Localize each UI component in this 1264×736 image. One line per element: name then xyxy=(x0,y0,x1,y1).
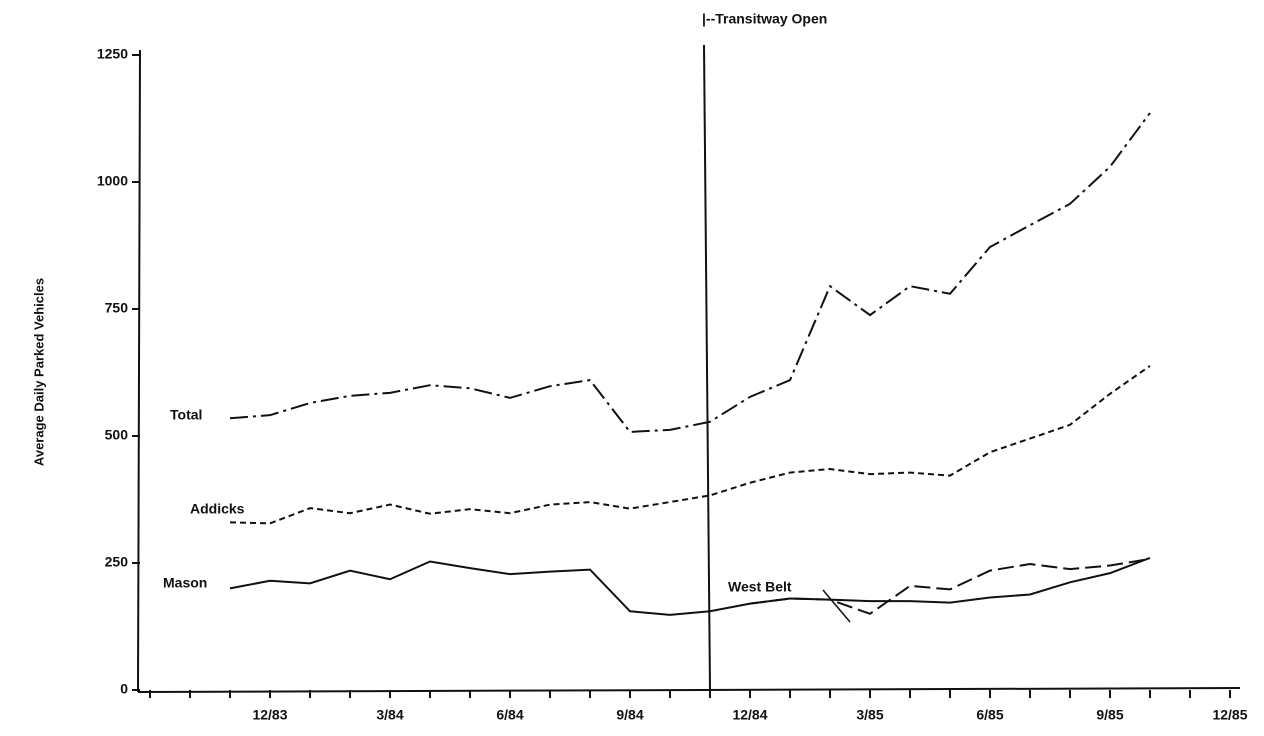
x-tick-label: 9/84 xyxy=(616,707,643,723)
x-tick-label: 6/84 xyxy=(496,707,523,723)
y-tick-label: 0 xyxy=(120,681,128,697)
x-axis xyxy=(137,687,1241,693)
x-tick-label: 3/85 xyxy=(856,707,883,723)
series-label: West Belt xyxy=(728,579,792,595)
series-label: Addicks xyxy=(190,501,245,517)
series-line xyxy=(749,557,1151,615)
x-tick-label: 9/85 xyxy=(1096,707,1123,723)
x-tick-label: 3/84 xyxy=(376,707,403,723)
y-axis-label: Average Daily Parked Vehicles xyxy=(31,278,46,466)
y-tick-label: 250 xyxy=(105,554,129,570)
series-line xyxy=(229,112,1151,433)
event-line xyxy=(703,44,711,691)
series-label: Mason xyxy=(163,575,207,591)
x-tick-label: 12/85 xyxy=(1212,707,1247,723)
y-tick-label: 750 xyxy=(105,300,129,316)
series-line xyxy=(229,365,1151,525)
x-tick-label: 12/84 xyxy=(732,707,767,723)
x-tick-label: 12/83 xyxy=(252,707,287,723)
series-line xyxy=(229,556,1151,616)
x-tick-label: 6/85 xyxy=(976,707,1003,723)
y-tick-label: 500 xyxy=(105,427,129,443)
series-label: Total xyxy=(170,407,202,423)
y-axis xyxy=(137,49,141,693)
annotation: |--Transitway Open xyxy=(702,11,827,27)
y-tick-label: 1000 xyxy=(97,173,128,189)
y-tick-label: 1250 xyxy=(97,46,128,62)
leader-line xyxy=(822,589,851,623)
